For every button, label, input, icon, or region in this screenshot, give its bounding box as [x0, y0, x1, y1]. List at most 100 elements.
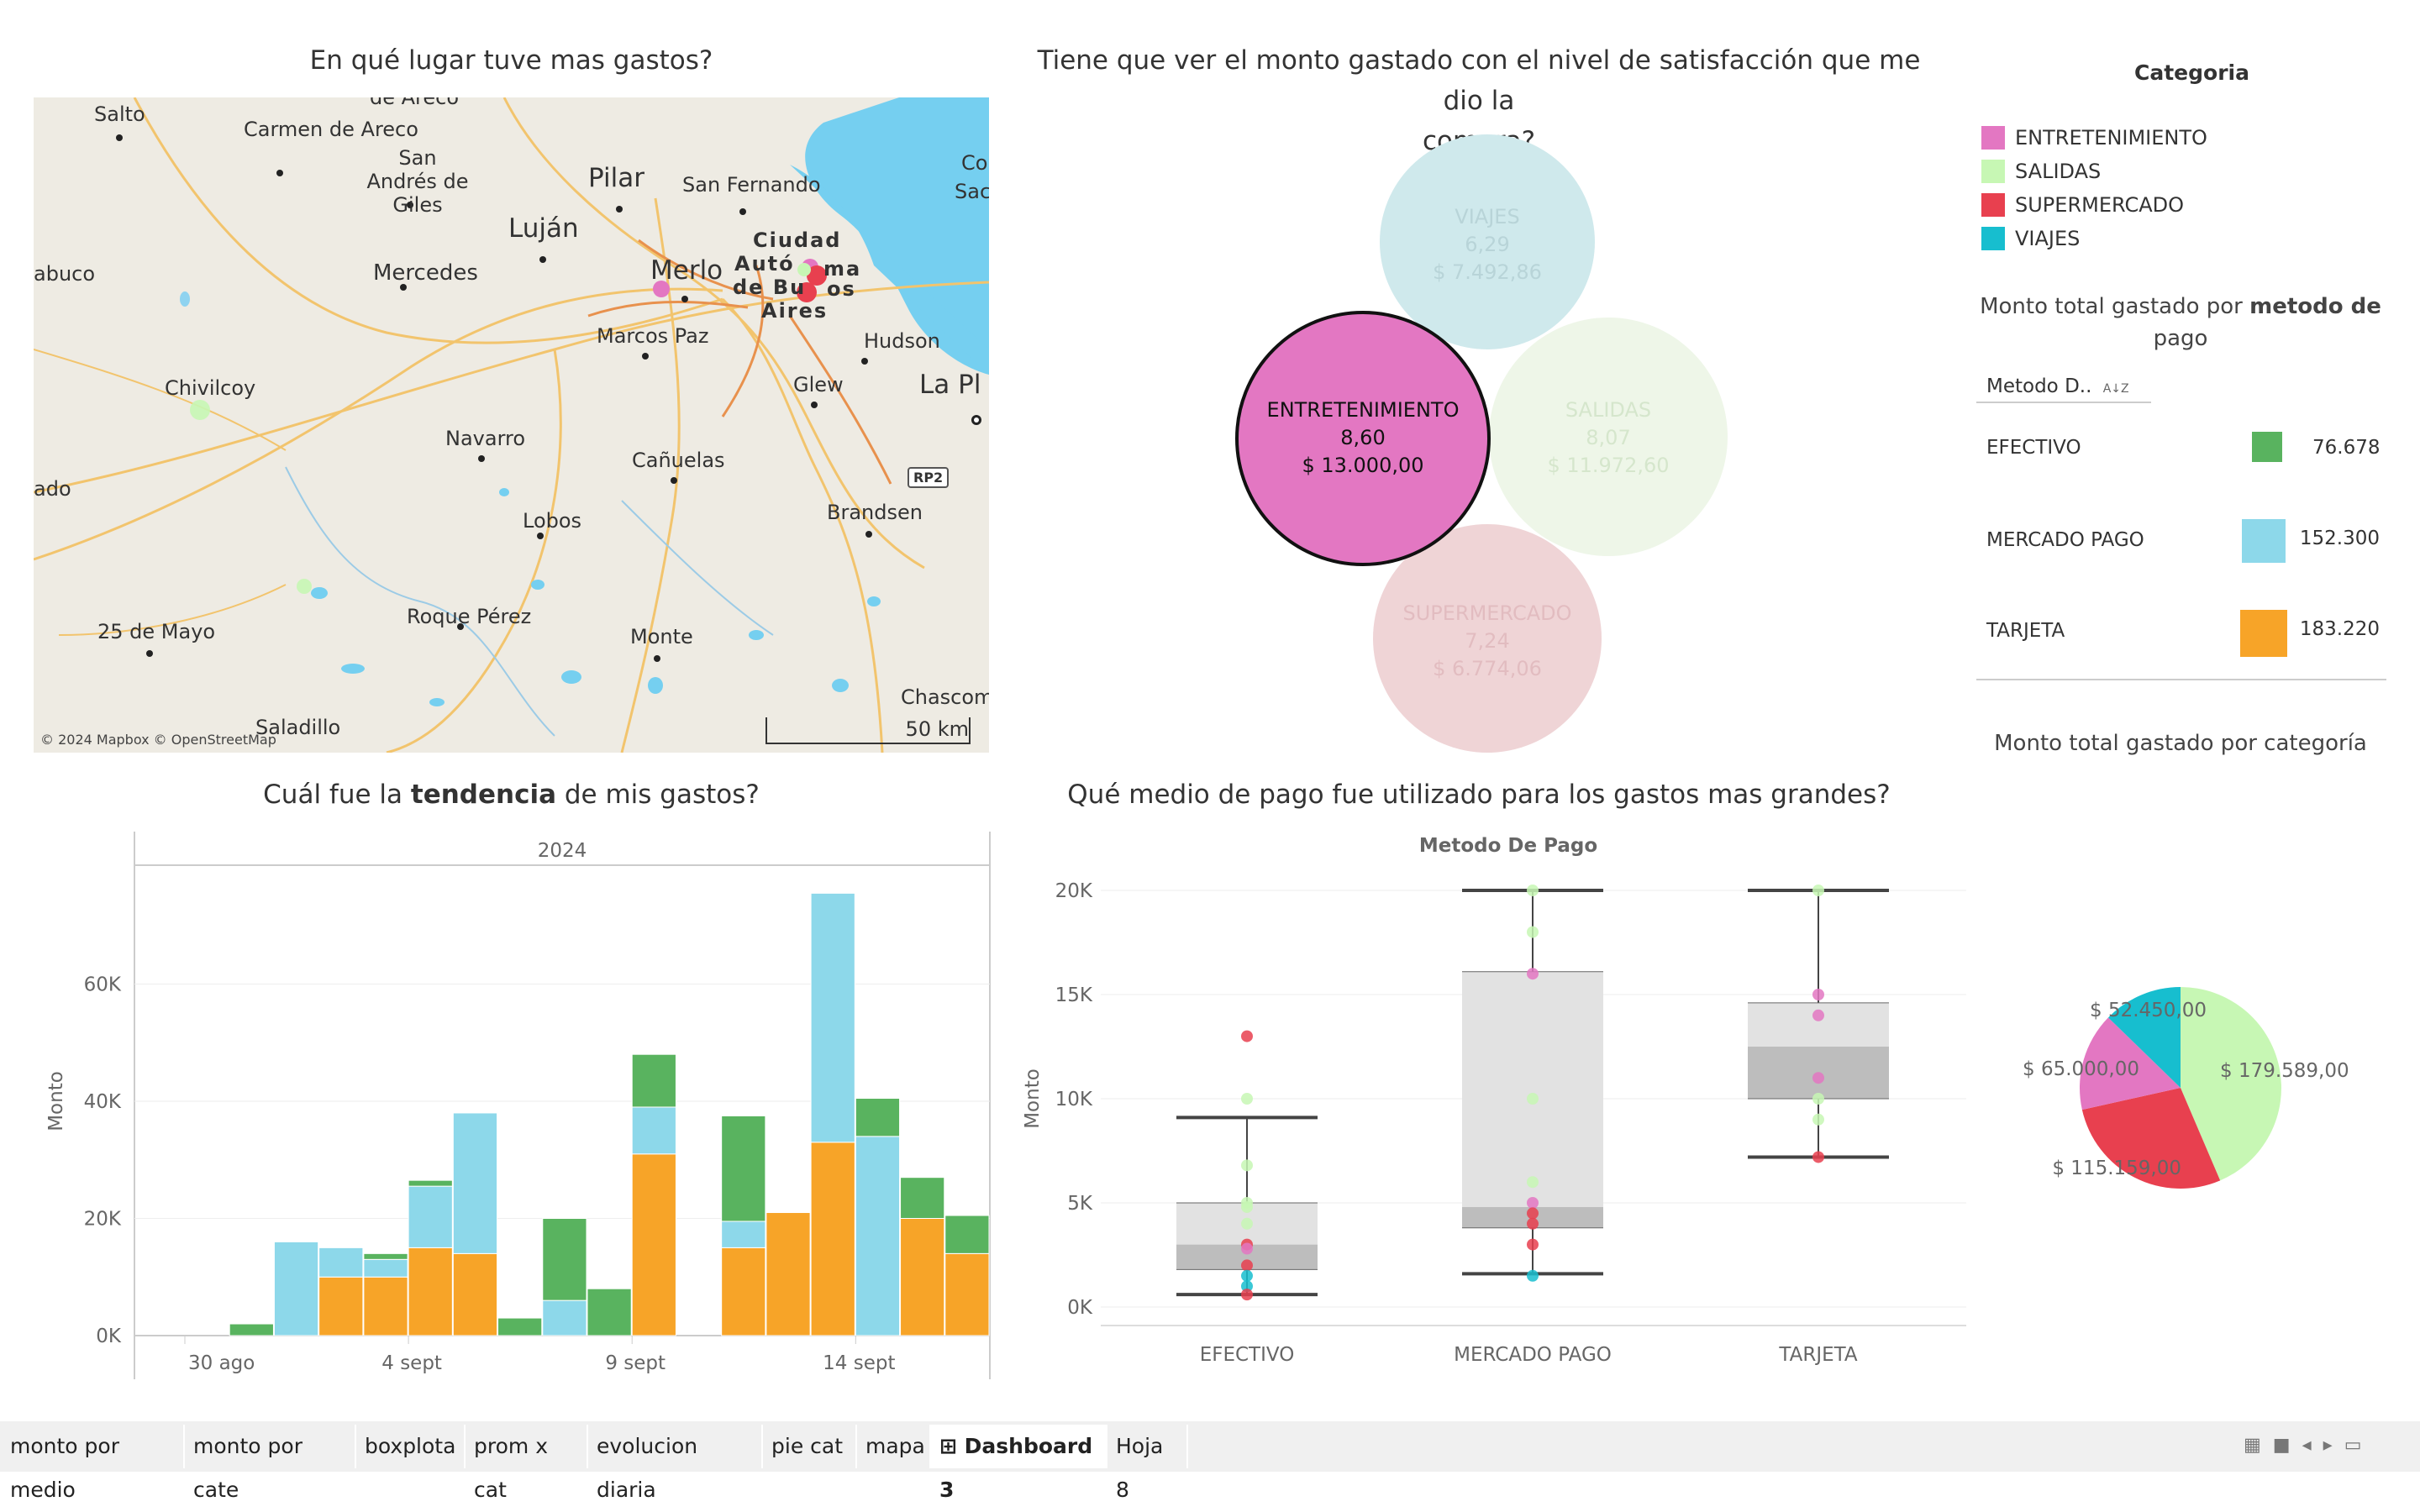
sheet-tab-label: boxplota — [365, 1434, 456, 1458]
map-label: de Bu — [733, 276, 807, 299]
bubble-entretenimiento[interactable]: ENTRETENIMIENTO 8,60 $ 13.000,00 — [1235, 311, 1491, 566]
bubble-label: SALIDAS — [1565, 398, 1651, 422]
y-axis-label: Monto — [1022, 1068, 1044, 1129]
bubble-label: ENTRETENIMIENTO — [1267, 398, 1460, 422]
data-point — [1241, 1217, 1253, 1230]
bar-segment — [408, 1247, 453, 1336]
bar-segment — [452, 1112, 498, 1254]
map-label: ma — [823, 257, 862, 281]
grid-view-icon[interactable]: ▦ — [2244, 1435, 2273, 1456]
data-point — [1527, 1269, 1539, 1282]
map-label: Co — [961, 151, 988, 175]
legend-item-salidas[interactable]: SALIDAS — [1981, 160, 2101, 183]
map-label: Navarro — [445, 427, 526, 450]
sheet-tab[interactable]: mapa — [855, 1425, 931, 1468]
prev-tab-icon[interactable]: ◂ — [2302, 1435, 2323, 1456]
data-point — [1812, 885, 1824, 896]
next-tab-icon[interactable]: ▸ — [2323, 1435, 2344, 1456]
data-point — [1812, 1009, 1824, 1021]
category-pie-chart: $ 179.589,00 $ 115.159,00 $ 65.000,00 $ 52.… — [2023, 987, 2349, 1189]
sheet-tab[interactable]: boxplota — [355, 1425, 466, 1468]
x-tick-label: EFECTIVO — [1200, 1344, 1295, 1366]
map-label: Pilar — [588, 163, 644, 193]
bar-segment — [855, 1136, 901, 1336]
data-point — [1812, 989, 1824, 1000]
map-label: San Andrés de Giles — [366, 146, 469, 217]
data-point — [1527, 1217, 1539, 1230]
map-label: Saladillo — [255, 716, 341, 739]
y-tick-label: 5K — [1067, 1193, 1093, 1215]
box-title: Qué medio de pago fue utilizado para los… — [1067, 780, 1891, 810]
single-view-icon[interactable]: ■ — [2272, 1435, 2302, 1456]
y-tick-label: 40K — [84, 1091, 122, 1113]
expense-map[interactable]: de Areco Salto Carmen de Areco San André… — [34, 97, 989, 753]
sheet-tab[interactable]: prom x cat — [464, 1425, 588, 1502]
sheet-tab[interactable]: ⊞ Dashboard 3 — [929, 1425, 1107, 1502]
pie-label: $ 115.159,00 — [2052, 1158, 2181, 1179]
payment-color-swatch — [2252, 432, 2282, 462]
payment-method-label: TARJETA — [1986, 620, 2065, 642]
y-tick-label: 15K — [1055, 984, 1093, 1006]
bubble-salidas[interactable]: SALIDAS 8,07 $ 11.972,60 — [1489, 318, 1728, 556]
map-scale-bar: 50 km — [765, 717, 971, 744]
bar-segment — [721, 1115, 766, 1222]
payment-title-text: Monto total gastado por — [1980, 294, 2250, 319]
bubble-supermercado[interactable]: SUPERMERCADO 7,24 $ 6.774,06 — [1373, 524, 1602, 753]
y-tick-label: 0K — [96, 1326, 122, 1347]
bar-segment — [721, 1221, 766, 1248]
az-sort-icon[interactable]: A↓Z — [2102, 382, 2129, 396]
legend-item-supermercado[interactable]: SUPERMERCADO — [1981, 193, 2184, 217]
sheet-tab[interactable]: Hoja 8 — [1106, 1425, 1188, 1502]
payment-amount: 76.678 — [2312, 437, 2381, 459]
map-label: Roque Pérez — [407, 605, 532, 628]
x-tick-label: TARJETA — [1778, 1344, 1858, 1366]
bubble-score: 6,29 — [1465, 233, 1509, 256]
trend-title-text: Cuál fue la — [263, 780, 411, 810]
data-point — [1241, 1159, 1253, 1172]
bar-segment — [363, 1258, 408, 1278]
payment-column-header[interactable]: Metodo D.. A↓Z — [1976, 371, 2151, 403]
map-label: Chascomu — [901, 685, 989, 709]
x-tick-label: 30 ago — [188, 1352, 255, 1374]
box-upper — [1748, 1002, 1889, 1047]
map-label: Salto — [94, 102, 145, 126]
bar-segment — [408, 1179, 453, 1187]
data-point — [1241, 1259, 1253, 1272]
bubble-viajes[interactable]: VIAJES 6,29 $ 7.492,86 — [1380, 134, 1595, 349]
data-point — [1527, 1207, 1539, 1220]
route-badge: RP2 — [908, 467, 950, 488]
legend-item-entretenimiento[interactable]: ENTRETENIMIENTO — [1981, 126, 2207, 150]
bar-segment — [363, 1276, 408, 1336]
pie-slice — [2181, 987, 2281, 1181]
trend-bar-chart: 2024 0K 20K 40K 60K Monto 30 ago 4 sept 9 sept 14… — [45, 832, 991, 1379]
legend-item-viajes[interactable]: VIAJES — [1981, 227, 2080, 250]
bubble-title-line1: Tiene que ver el monto gastado con el ni… — [1037, 45, 1921, 116]
bar-segment — [900, 1218, 945, 1336]
map-label: San Fernando — [682, 173, 821, 197]
y-tick-label: 0K — [1067, 1297, 1093, 1319]
bar-segment — [229, 1323, 274, 1336]
data-point — [1241, 1269, 1253, 1282]
pie-slice — [2107, 987, 2181, 1088]
sheet-tab[interactable]: monto por medio — [0, 1425, 185, 1502]
sheet-tab[interactable]: pie cat — [761, 1425, 857, 1468]
map-label: Glew — [793, 373, 844, 396]
sheet-tab[interactable]: monto por cate — [183, 1425, 356, 1502]
bar-segment — [721, 1247, 766, 1336]
bar-segment — [631, 1106, 676, 1155]
presentation-icon[interactable]: ▭ — [2344, 1435, 2374, 1456]
bubble-score: 8,60 — [1340, 426, 1385, 449]
bubble-score: 8,07 — [1586, 426, 1630, 449]
sheet-tab-label: evolucion diaria — [597, 1434, 698, 1502]
legend-swatch — [1981, 160, 2005, 183]
dashboard-icon: ⊞ — [939, 1434, 965, 1458]
map-label: de Areco — [370, 97, 460, 109]
legend-swatch — [1981, 126, 2005, 150]
payment-header-label: Metodo D.. — [1986, 375, 2092, 397]
payment-color-swatch — [2242, 519, 2286, 563]
legend-label: SUPERMERCADO — [2015, 193, 2185, 217]
pie-label: $ 65.000,00 — [2023, 1058, 2139, 1080]
bubble-amount: $ 11.972,60 — [1547, 454, 1669, 477]
sheet-tab[interactable]: evolucion diaria — [587, 1425, 763, 1502]
data-point — [1527, 1176, 1539, 1189]
